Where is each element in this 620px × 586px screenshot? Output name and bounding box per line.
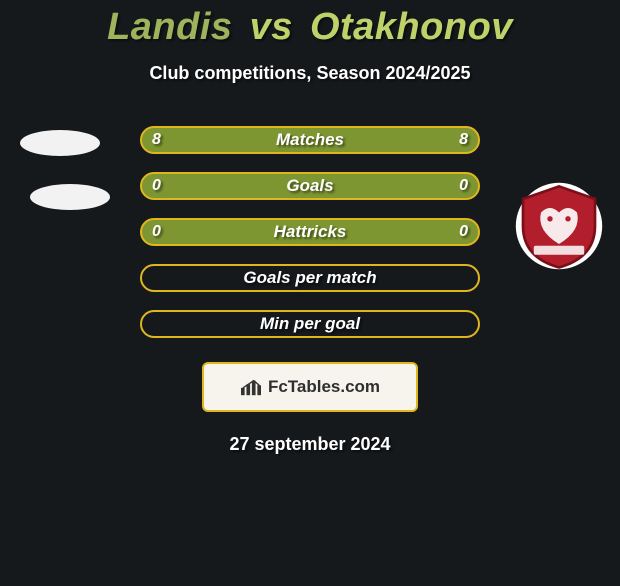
stat-left-value: 0 bbox=[152, 177, 161, 195]
stat-label: Goals per match bbox=[243, 268, 376, 288]
subtitle: Club competitions, Season 2024/2025 bbox=[0, 63, 620, 84]
stat-row-mpg: Min per goal bbox=[140, 310, 480, 338]
stat-right-value: 8 bbox=[459, 131, 468, 149]
club-crest-icon bbox=[514, 181, 604, 271]
placeholder-ellipse-icon bbox=[30, 184, 110, 210]
fctables-logo: FcTables.com bbox=[240, 377, 380, 397]
stat-label: Goals bbox=[286, 176, 333, 196]
stat-row-goals: 0 Goals 0 bbox=[140, 172, 480, 200]
stat-left-value: 8 bbox=[152, 131, 161, 149]
brand-text: FcTables.com bbox=[268, 377, 380, 397]
stats-panel: 8 Matches 8 0 Goals 0 0 Hattricks 0 Goal… bbox=[140, 126, 480, 338]
stat-label: Min per goal bbox=[260, 314, 360, 334]
stat-left-value: 0 bbox=[152, 223, 161, 241]
page-title: Landis vs Otakhonov bbox=[0, 6, 620, 49]
bars-icon bbox=[240, 377, 262, 397]
stat-row-matches: 8 Matches 8 bbox=[140, 126, 480, 154]
placeholder-ellipse-icon bbox=[20, 130, 100, 156]
player1-name: Landis bbox=[107, 6, 232, 48]
stat-right-value: 0 bbox=[459, 177, 468, 195]
player2-name: Otakhonov bbox=[310, 6, 513, 48]
stat-label: Hattricks bbox=[274, 222, 347, 242]
vs-label: vs bbox=[250, 6, 293, 48]
stat-row-gpm: Goals per match bbox=[140, 264, 480, 292]
generated-date: 27 september 2024 bbox=[0, 434, 620, 455]
stat-label: Matches bbox=[276, 130, 344, 150]
brand-badge[interactable]: FcTables.com bbox=[202, 362, 418, 412]
stat-right-value: 0 bbox=[459, 223, 468, 241]
stat-row-hattricks: 0 Hattricks 0 bbox=[140, 218, 480, 246]
